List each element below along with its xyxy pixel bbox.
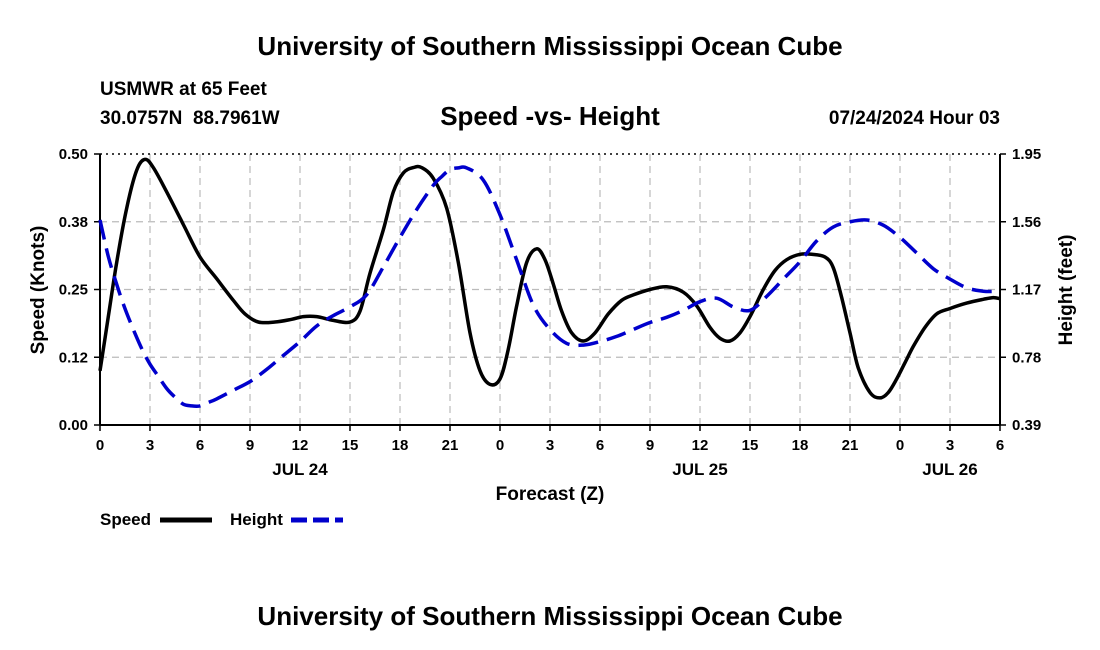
left-tick-label: 0.50 bbox=[59, 146, 88, 163]
x-tick-label: 3 bbox=[146, 437, 154, 454]
right-tick-label: 1.95 bbox=[1012, 146, 1041, 163]
left-tick-labels: 0.00 0.12 0.25 0.38 0.50 bbox=[59, 146, 100, 434]
x-tick-label: 0 bbox=[496, 437, 504, 454]
right-tick-label: 0.78 bbox=[1012, 349, 1041, 366]
x-tick-label: 6 bbox=[996, 437, 1004, 454]
x-tick-label: 12 bbox=[692, 437, 709, 454]
left-tick-label: 0.12 bbox=[59, 349, 88, 366]
x-tick-label: 12 bbox=[292, 437, 309, 454]
left-axis-label: Speed (Knots) bbox=[28, 226, 49, 355]
x-tick-label: 18 bbox=[792, 437, 809, 454]
legend-speed-label: Speed bbox=[100, 510, 151, 529]
chart-title: University of Southern Mississippi Ocean… bbox=[257, 31, 842, 61]
x-tick-label: 3 bbox=[546, 437, 554, 454]
chart-subtitle: Speed -vs- Height bbox=[440, 101, 660, 131]
right-axis-label: Height (feet) bbox=[1056, 235, 1077, 346]
date-label: JUL 26 bbox=[922, 460, 977, 479]
x-tick-label: 3 bbox=[946, 437, 954, 454]
date-labels: JUL 24 JUL 25 JUL 26 bbox=[272, 460, 977, 479]
x-tick-label: 9 bbox=[646, 437, 654, 454]
footer-title: University of Southern Mississippi Ocean… bbox=[257, 601, 842, 631]
left-tick-label: 0.00 bbox=[59, 417, 88, 434]
x-tick-label: 6 bbox=[596, 437, 604, 454]
right-tick-labels: 0.39 0.78 1.17 1.56 1.95 bbox=[1000, 146, 1041, 434]
x-tick-label: 18 bbox=[392, 437, 409, 454]
legend-height-label: Height bbox=[230, 510, 283, 529]
date-label: JUL 24 bbox=[272, 460, 328, 479]
legend: Speed Height bbox=[100, 510, 343, 529]
x-tick-label: 15 bbox=[342, 437, 359, 454]
timestamp-label: 07/24/2024 Hour 03 bbox=[829, 108, 1000, 129]
x-tick-label: 6 bbox=[196, 437, 204, 454]
right-tick-label: 0.39 bbox=[1012, 417, 1041, 434]
x-tick-label: 21 bbox=[842, 437, 859, 454]
x-tick-labels: 0 3 6 9 12 15 18 21 0 3 6 9 12 15 18 21 0 3 6 bbox=[96, 425, 1004, 454]
left-tick-label: 0.38 bbox=[59, 214, 88, 231]
right-tick-label: 1.56 bbox=[1012, 214, 1041, 231]
left-tick-label: 0.25 bbox=[59, 282, 88, 299]
x-tick-label: 9 bbox=[246, 437, 254, 454]
series-line-speed bbox=[98, 157, 1001, 400]
series-line-height bbox=[98, 165, 1001, 408]
station-label: USMWR at 65 Feet bbox=[100, 79, 267, 100]
x-tick-label: 21 bbox=[442, 437, 459, 454]
x-tick-label: 15 bbox=[742, 437, 759, 454]
x-axis-label: Forecast (Z) bbox=[496, 484, 605, 505]
x-tick-label: 0 bbox=[96, 437, 104, 454]
date-label: JUL 25 bbox=[672, 460, 727, 479]
data-series bbox=[98, 157, 1001, 408]
right-tick-label: 1.17 bbox=[1012, 282, 1041, 299]
x-tick-label: 0 bbox=[896, 437, 904, 454]
location-label: 30.0757N 88.7961W bbox=[100, 108, 280, 129]
